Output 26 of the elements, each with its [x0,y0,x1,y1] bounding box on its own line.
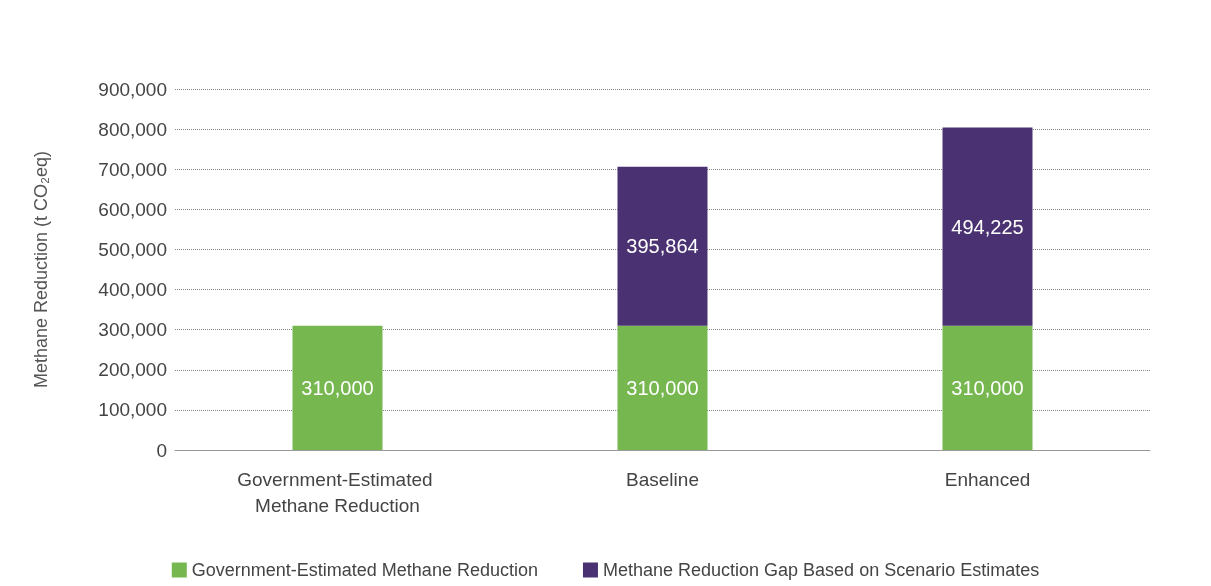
legend-label: Methane Reduction Gap Based on Scenario Estimates [602,560,1040,580]
data-label: 310,000 [951,376,1024,399]
bar [942,325,1033,450]
y-tick-label: 700,000 [98,158,167,180]
y-tick-label: 200,000 [98,359,167,381]
y-tick-label: 900,000 [98,78,167,100]
data-label: 494,225 [951,215,1024,238]
bar [292,325,383,450]
x-tick-label: Enhanced [944,468,1031,490]
bar [617,166,708,326]
data-label: 310,000 [626,376,699,399]
y-tick-label: 800,000 [98,118,167,140]
y-tick-label: 100,000 [98,399,167,421]
y-tick-label: 500,000 [98,238,167,260]
data-label: 310,000 [301,376,374,399]
bar [617,325,708,450]
y-tick-label: 600,000 [98,198,167,220]
data-label: 395,864 [626,235,699,258]
x-tick-label: Baseline [626,468,699,490]
legend-label: Government-Estimated Methane Reduction [191,560,538,580]
y-tick-label: 400,000 [98,279,167,301]
x-tick-label: Government-Estimated Methane Reduction [237,468,438,516]
bar [942,127,1033,326]
y-tick-label: 0 [156,439,167,461]
y-axis-title: Methane Reduction (t CO₂eq) [31,150,51,389]
y-tick-label: 300,000 [98,319,167,341]
